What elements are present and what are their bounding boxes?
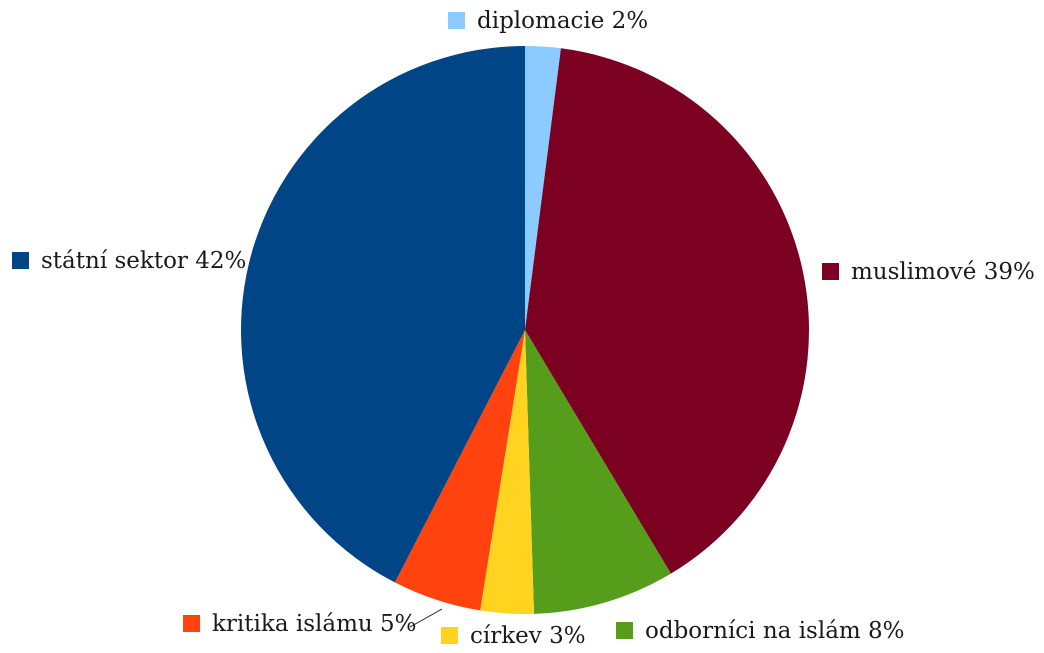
slice-label-diplomacie: diplomacie 2% xyxy=(448,8,648,34)
slice-label-text: státní sektor 42% xyxy=(41,248,246,274)
pie-slice-muslimové xyxy=(525,48,809,574)
legend-swatch xyxy=(12,252,29,269)
slice-label-text: diplomacie 2% xyxy=(477,8,648,34)
slice-labels: diplomacie 2% muslimové 39% odborníci na i… xyxy=(12,8,1035,649)
slice-label-text: kritika islámu 5% xyxy=(212,611,417,637)
pie-slice-státní-sektor xyxy=(241,46,526,583)
slice-label-státní-sektor: státní sektor 42% xyxy=(12,248,246,274)
pie-slice-odborníci-na-islám xyxy=(525,330,671,614)
legend-swatch xyxy=(183,615,200,632)
pie-slice-kritika-islámu xyxy=(394,330,525,611)
slice-label-text: muslimové 39% xyxy=(851,259,1035,285)
legend-swatch xyxy=(441,627,458,644)
slice-label-muslimové: muslimové 39% xyxy=(822,259,1035,285)
legend-swatch xyxy=(448,12,465,29)
slice-label-odborníci-na-islám: odborníci na islám 8% xyxy=(616,618,905,644)
pie-slices xyxy=(241,46,809,614)
pie-slice-církev xyxy=(480,330,535,614)
slice-label-text: odborníci na islám 8% xyxy=(645,618,905,644)
label-leader-line xyxy=(409,608,443,628)
legend-swatch xyxy=(616,622,633,639)
legend-swatch xyxy=(822,263,839,280)
pie-slice-diplomacie xyxy=(525,46,561,330)
slice-label-církev: církev 3% xyxy=(441,623,586,649)
slice-label-kritika-islámu: kritika islámu 5% xyxy=(183,611,417,637)
slice-label-text: církev 3% xyxy=(470,623,586,649)
